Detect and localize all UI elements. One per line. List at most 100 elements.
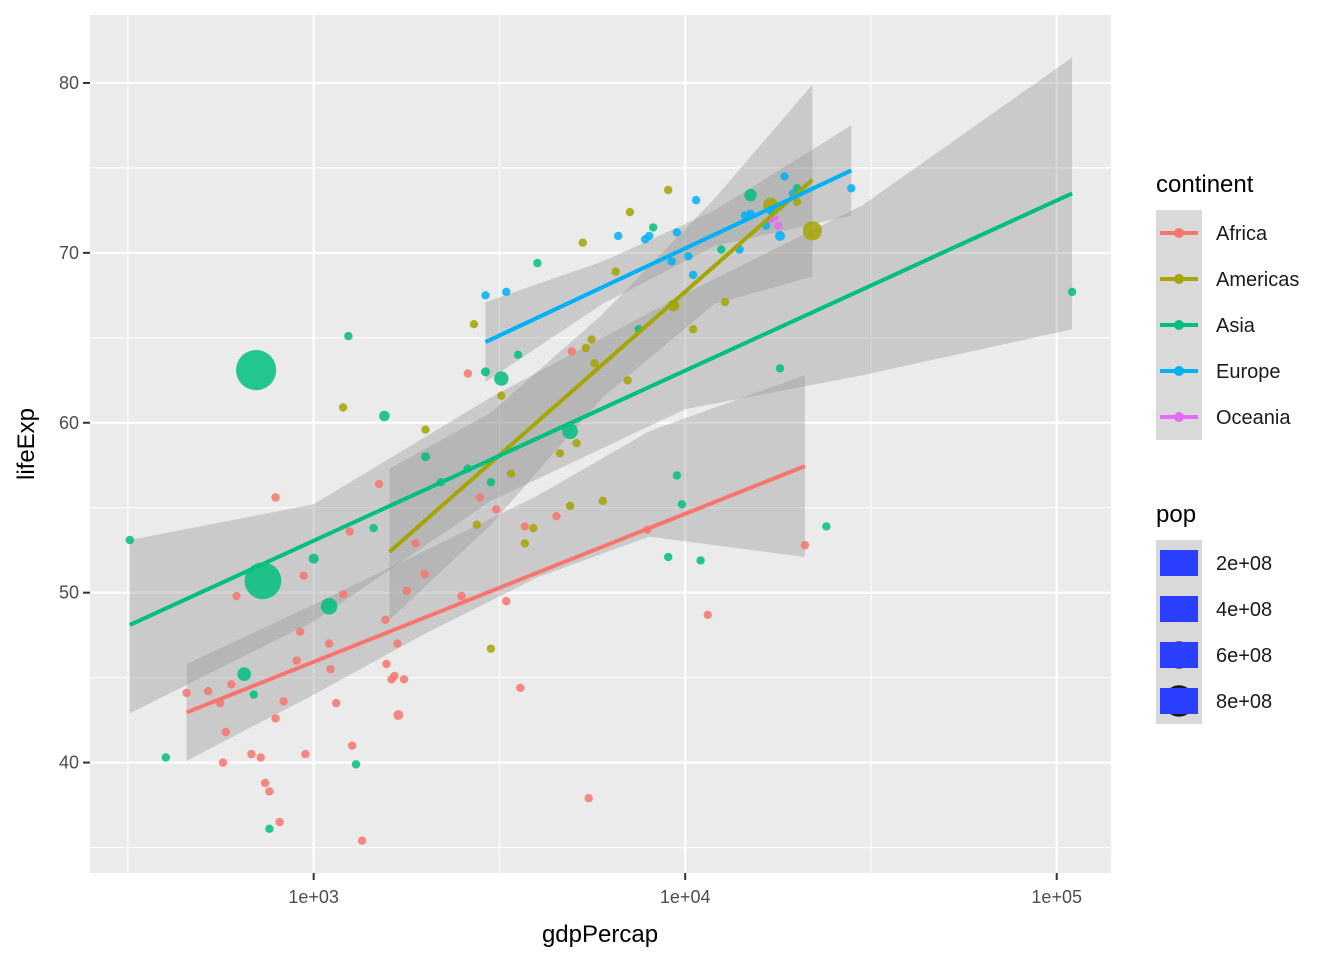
data-point-europe [691,196,701,205]
data-point-africa [271,493,280,502]
data-point-africa [390,671,399,681]
legend-size-swatch [1160,596,1198,622]
data-point-asia [486,478,496,487]
legend-label-americas: Americas [1216,269,1299,291]
data-point-americas [720,297,730,307]
confidence-bands [129,57,1073,761]
y-tick-label: 70 [59,243,79,263]
data-point-europe [688,270,698,280]
legend-size-label: 2e+08 [1216,553,1272,575]
data-point-asia [822,522,831,531]
data-point-europe [780,172,789,181]
data-point-americas [497,391,506,400]
data-point-europe [672,228,682,237]
legend-size-swatch [1160,642,1198,668]
data-point-americas [578,238,587,247]
data-point-africa [260,778,270,788]
data-point-africa [301,749,310,759]
data-point-americas [611,267,620,276]
legend-size-label: 4e+08 [1216,599,1272,621]
data-point-africa [227,680,236,689]
data-point-asia [244,562,282,600]
x-axis-title: gdpPercap [542,921,658,948]
data-point-asia [236,350,277,391]
x-tick-label: 1e+04 [660,887,711,907]
legend-label-oceania: Oceania [1216,407,1291,429]
data-point-africa [402,586,411,596]
y-tick-label: 60 [59,413,79,433]
data-point-africa [382,659,391,669]
data-point-africa [296,627,305,636]
data-point-americas [623,376,632,385]
data-point-africa [381,615,390,624]
data-point-asia [513,350,523,359]
data-point-africa [275,817,284,827]
data-point-americas [581,343,590,353]
trend-line-africa [185,464,806,715]
data-point-asia [265,824,274,833]
data-point-asia [562,423,578,440]
data-point-africa [584,794,593,803]
data-point-africa [703,610,712,619]
data-point-americas [587,335,596,344]
trend-lines [128,168,1073,715]
trend-line-europe [484,168,853,344]
data-point-europe [684,252,693,261]
trend-line-oceania [769,215,780,223]
data-point-asia [249,690,258,699]
data-point-africa [218,758,228,767]
data-point-asia [480,367,491,377]
legend-size-label: 8e+08 [1216,691,1272,713]
data-point-africa [324,639,334,648]
data-point-asia [320,598,338,615]
data-point-americas [598,496,607,506]
data-point-africa [520,522,529,531]
data-point-africa [475,493,484,502]
data-point-americas [472,520,482,529]
data-point-africa [411,539,420,548]
data-point-africa [221,727,230,737]
data-point-americas [520,539,529,548]
legend-key-point-africa [1174,228,1184,238]
y-tick-label: 40 [59,753,79,773]
data-point-europe [645,231,654,241]
data-point-africa [279,697,288,706]
data-point-americas [565,501,575,511]
data-point-asia [677,500,687,509]
data-point-africa [502,597,511,606]
trend-line-americas [388,178,814,554]
data-point-asia [717,245,726,254]
data-point-africa [338,590,348,599]
confidence-band-americas [389,84,813,620]
legend-label-africa: Africa [1216,223,1268,245]
data-point-africa [292,656,301,665]
data-point-asia [533,258,542,268]
data-point-europe [481,291,490,300]
data-point-europe [614,231,623,241]
data-point-americas [590,359,599,368]
data-point-europe [667,257,676,266]
x-tick-label: 1e+05 [1031,887,1082,907]
legend-key-point-oceania [1174,412,1184,422]
y-axis-title: lifeExp [13,408,40,480]
data-point-asia [421,452,430,462]
data-point-africa [271,714,280,723]
data-point-europe [775,230,785,241]
legend-key-point-americas [1174,274,1184,284]
data-point-africa [182,688,191,698]
axes: 40 50 60 70 80 1e+03 1e+04 1e+05 [59,73,1082,907]
data-point-asia [344,331,353,341]
data-point-africa [357,836,367,845]
grid-lines [90,15,1111,873]
data-point-africa [247,749,256,759]
data-point-asia [696,556,705,565]
data-point-africa [256,753,265,762]
legend-title-pop: pop [1156,501,1196,528]
data-point-americas [469,320,479,329]
data-point-europe [502,287,511,297]
data-point-asia [649,223,658,232]
legend-label-europe: Europe [1216,361,1281,383]
data-point-africa [265,787,274,796]
data-point-americas [802,221,823,241]
